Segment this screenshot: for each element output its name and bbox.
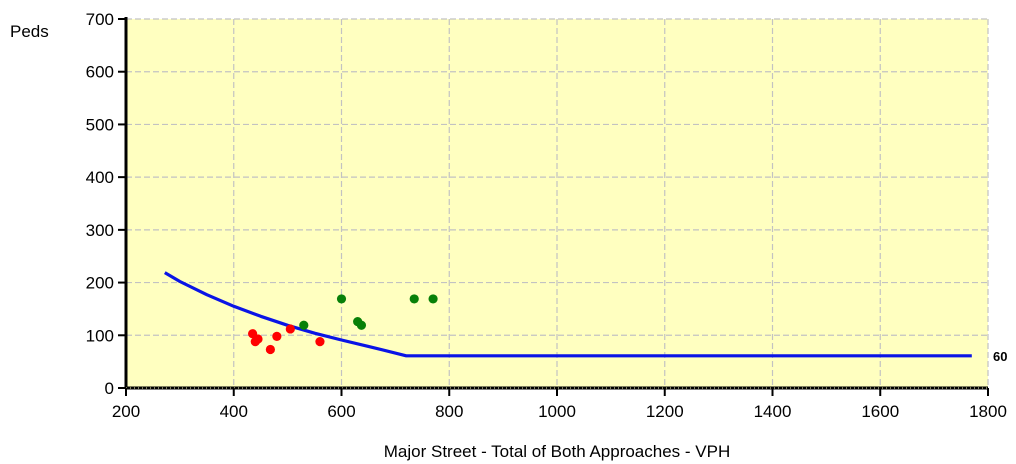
data-point <box>299 320 309 330</box>
y-tick-label: 700 <box>86 10 114 29</box>
x-tick-label: 800 <box>435 402 463 421</box>
y-tick-label: 100 <box>86 326 114 345</box>
data-point <box>315 337 325 347</box>
data-point <box>356 320 367 330</box>
data-point <box>409 294 419 304</box>
x-tick-label: 400 <box>220 402 248 421</box>
data-point <box>272 331 282 341</box>
y-axis-title: Peds <box>10 22 49 41</box>
x-tick-label: 600 <box>327 402 355 421</box>
data-points-layer <box>248 294 438 355</box>
x-tick-label: 1600 <box>861 402 899 421</box>
x-tick-label: 1000 <box>538 402 576 421</box>
x-axis-title: Major Street - Total of Both Approaches … <box>384 442 730 461</box>
data-point <box>336 294 347 304</box>
y-tick-label: 600 <box>86 63 114 82</box>
y-tick-label: 200 <box>86 274 114 293</box>
x-tick-label: 1800 <box>969 402 1007 421</box>
x-tick-label: 200 <box>112 402 140 421</box>
y-tick-label: 300 <box>86 221 114 240</box>
data-point <box>265 344 275 355</box>
threshold-end-label: 60 <box>993 349 1007 364</box>
data-point <box>428 294 438 304</box>
y-tick-label: 0 <box>105 379 114 398</box>
x-tick-label: 1200 <box>646 402 684 421</box>
x-tick-label: 1400 <box>754 402 792 421</box>
gridlines <box>126 18 989 388</box>
axes: 0 100 200 300 400 500 600 700 200 400 600 800 1000 12… <box>86 10 1007 421</box>
y-tick-label: 400 <box>86 168 114 187</box>
data-point <box>253 334 263 344</box>
data-point <box>285 324 295 334</box>
y-tick-label: 500 <box>86 115 114 134</box>
